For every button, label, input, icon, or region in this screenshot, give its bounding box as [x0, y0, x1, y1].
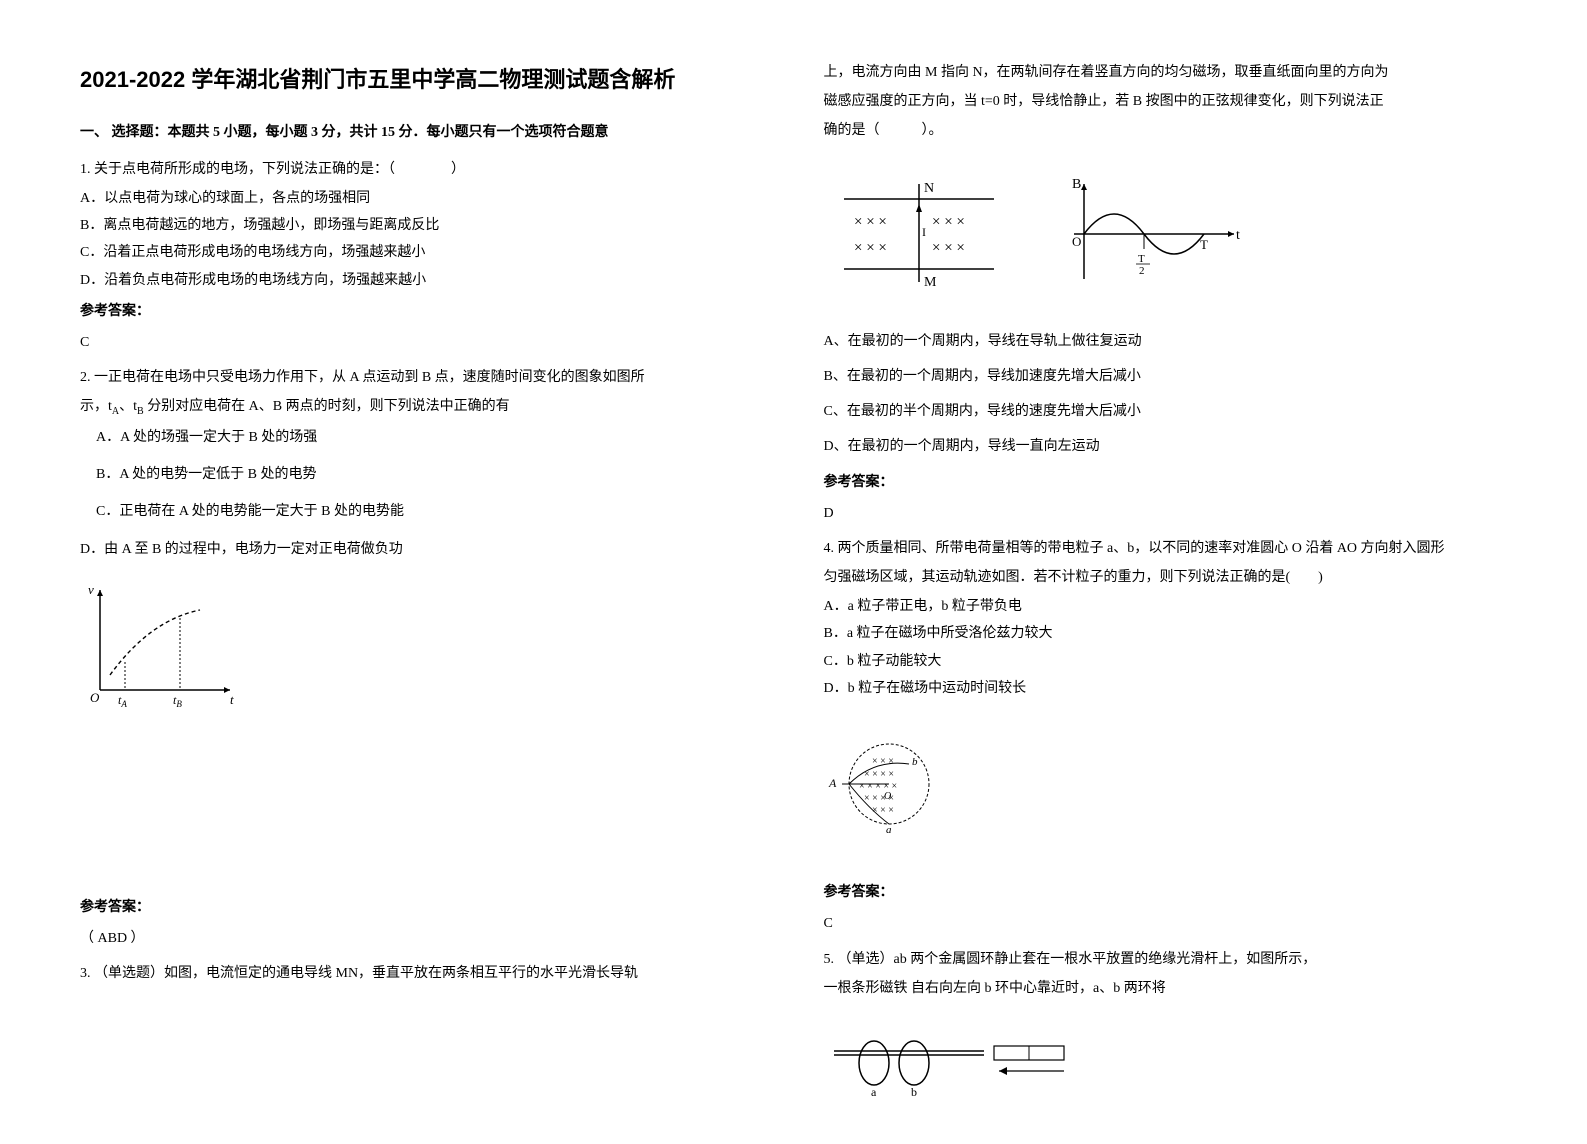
question-2: 2. 一正电荷在电场中只受电场力作用下，从 A 点运动到 B 点，速度随时间变化…: [80, 365, 764, 951]
svg-text:T: T: [1138, 253, 1145, 265]
svg-text:× × × × ×: × × × × ×: [859, 781, 897, 792]
q3-cont1: 上，电流方向由 M 指向 N，在两轨间存在着竖直方向的均匀磁场，取垂直纸面向里的…: [824, 60, 1508, 85]
q3-stem: 3. （单选题）如图，电流恒定的通电导线 MN，垂直平放在两条相互平行的水平光滑…: [80, 961, 764, 986]
q2-option-b: B．A 处的电势一定低于 B 处的电势: [96, 462, 764, 487]
q4-stem2: 匀强磁场区域，其运动轨迹如图．若不计粒子的重力，则下列说法正确的是( ): [824, 565, 1508, 590]
q1-option-c: C．沿着正点电荷形成电场的电场线方向，场强越来越小: [80, 240, 764, 265]
q2-option-d: D．由 A 至 B 的过程中，电场力一定对正电荷做负功: [80, 537, 764, 562]
svg-text:× × × ×: × × × ×: [864, 793, 894, 804]
q2-stem-line2: 示，tA、tB 分别对应电荷在 A、B 两点的时刻，则下列说法中正确的有: [80, 394, 764, 421]
svg-text:M: M: [924, 275, 937, 290]
q4-option-a: A．a 粒子带正电，b 粒子带负电: [824, 594, 1508, 619]
svg-text:N: N: [924, 181, 934, 196]
q3-option-d: D、在最初的一个周期内，导线一直向左运动: [824, 434, 1508, 459]
q2-stem-line1: 2. 一正电荷在电场中只受电场力作用下，从 A 点运动到 B 点，速度随时间变化…: [80, 365, 764, 390]
left-column: 2021-2022 学年湖北省荆门市五里中学高二物理测试题含解析 一、 选择题：…: [80, 60, 764, 1144]
question-3-start: 3. （单选题）如图，电流恒定的通电导线 MN，垂直平放在两条相互平行的水平光滑…: [80, 961, 764, 986]
question-5: 5. （单选）ab 两个金属圆环静止套在一根水平放置的绝缘光滑杆上，如图所示， …: [824, 947, 1508, 1137]
svg-text:b: b: [912, 756, 918, 768]
svg-text:O: O: [90, 690, 100, 705]
right-column: 上，电流方向由 M 指向 N，在两轨间存在着竖直方向的均匀磁场，取垂直纸面向里的…: [824, 60, 1508, 1144]
section-heading: 一、 选择题：本题共 5 小题，每小题 3 分，共计 15 分．每小题只有一个选…: [80, 120, 764, 145]
svg-text:× × × ×: × × × ×: [864, 769, 894, 780]
q5-stem1: 5. （单选）ab 两个金属圆环静止套在一根水平放置的绝缘光滑杆上，如图所示，: [824, 947, 1508, 972]
q1-answer: C: [80, 330, 764, 355]
q1-stem: 1. 关于点电荷所形成的电场，下列说法正确的是：（ ）: [80, 157, 764, 182]
svg-text:× × ×: × × ×: [854, 240, 887, 256]
q1-option-d: D．沿着负点电荷形成电场的电场线方向，场强越来越小: [80, 268, 764, 293]
svg-text:a: a: [871, 1085, 877, 1099]
svg-text:× × ×: × × ×: [872, 756, 894, 767]
svg-text:× × ×: × × ×: [932, 240, 965, 256]
q1-answer-label: 参考答案：: [80, 299, 764, 324]
question-1: 1. 关于点电荷所形成的电场，下列说法正确的是：（ ） A．以点电荷为球心的球面…: [80, 157, 764, 355]
svg-text:B: B: [1072, 177, 1081, 192]
page-title: 2021-2022 学年湖北省荆门市五里中学高二物理测试题含解析: [80, 60, 764, 100]
q4-option-c: C．b 粒子动能较大: [824, 649, 1508, 674]
q3-cont2: 磁感应强度的正方向，当 t=0 时，导线恰静止，若 B 按图中的正弦规律变化，则…: [824, 89, 1508, 114]
q4-stem1: 4. 两个质量相同、所带电荷量相等的带电粒子 a、b，以不同的速率对准圆心 O …: [824, 536, 1508, 561]
q2-answer: （ ABD ）: [80, 926, 764, 951]
q3-option-a: A、在最初的一个周期内，导线在导轨上做往复运动: [824, 329, 1508, 354]
q5-stem2: 一根条形磁铁 自右向左向 b 环中心靠近时，a、b 两环将: [824, 976, 1508, 1001]
svg-text:× × ×: × × ×: [872, 805, 894, 816]
q5-ring-diagram: a b: [824, 1021, 1084, 1120]
q3-answer-label: 参考答案：: [824, 470, 1508, 495]
q4-field-diagram: A O × × × × × × × × × × × × × × × × × × …: [824, 719, 954, 858]
q3-option-b: B、在最初的一个周期内，导线加速度先增大后减小: [824, 364, 1508, 389]
q2-option-a: A．A 处的场强一定大于 B 处的场强: [96, 425, 764, 450]
svg-text:t: t: [1236, 228, 1240, 243]
svg-text:t: t: [230, 692, 234, 707]
q4-option-b: B．a 粒子在磁场中所受洛伦兹力较大: [824, 621, 1508, 646]
question-4: 4. 两个质量相同、所带电荷量相等的带电粒子 a、b，以不同的速率对准圆心 O …: [824, 536, 1508, 937]
question-3-cont: 上，电流方向由 M 指向 N，在两轨间存在着竖直方向的均匀磁场，取垂直纸面向里的…: [824, 60, 1508, 526]
q3-cont3: 确的是（ ）。: [824, 118, 1508, 143]
svg-text:× × ×: × × ×: [932, 214, 965, 230]
q2-vt-graph: v t O tA tB: [80, 580, 240, 719]
q4-answer-label: 参考答案：: [824, 880, 1508, 905]
q3-answer: D: [824, 501, 1508, 526]
q4-option-d: D．b 粒子在磁场中运动时间较长: [824, 676, 1508, 701]
q2-answer-label: 参考答案：: [80, 895, 764, 920]
q4-answer: C: [824, 911, 1508, 936]
q1-option-b: B．离点电荷越远的地方，场强越小，即场强与距离成反比: [80, 213, 764, 238]
svg-text:I: I: [922, 225, 926, 239]
svg-text:O: O: [1072, 234, 1081, 249]
svg-text:tA: tA: [118, 693, 127, 709]
svg-text:× × ×: × × ×: [854, 214, 887, 230]
q2-option-c: C．正电荷在 A 处的电势能一定大于 B 处的电势能: [96, 499, 764, 524]
svg-text:A: A: [828, 776, 837, 790]
q3-diagrams: N M I × × × × × × × × × × × × B t: [824, 164, 1244, 313]
svg-text:b: b: [911, 1085, 917, 1099]
svg-text:2: 2: [1139, 265, 1145, 277]
svg-text:a: a: [886, 824, 892, 836]
q3-option-c: C、在最初的半个周期内，导线的速度先增大后减小: [824, 399, 1508, 424]
svg-text:T: T: [1200, 237, 1208, 252]
svg-text:tB: tB: [173, 693, 182, 709]
svg-text:v: v: [88, 582, 94, 597]
q1-option-a: A．以点电荷为球心的球面上，各点的场强相同: [80, 186, 764, 211]
